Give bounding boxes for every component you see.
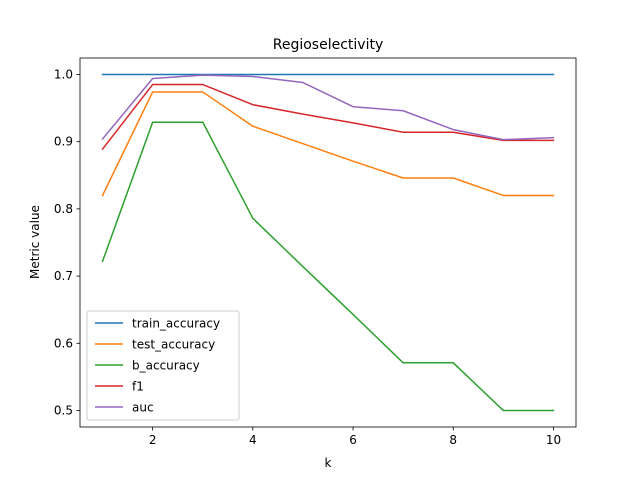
legend-box: [86, 310, 240, 421]
x-tick-label: 6: [349, 433, 357, 447]
legend-label-b-accuracy: b_accuracy: [132, 359, 200, 373]
legend-label-test-accuracy: test_accuracy: [132, 338, 215, 352]
y-tick-label: 1.0: [54, 67, 73, 81]
x-tick-label: 4: [249, 433, 257, 447]
x-tick-label: 8: [449, 433, 457, 447]
plot-frame: [79, 57, 577, 428]
x-axis-label: k: [325, 456, 332, 470]
y-axis-label: Metric value: [28, 205, 42, 279]
y-tick-label: 0.6: [54, 336, 73, 350]
y-tick-label: 0.8: [54, 202, 73, 216]
legend-label-auc: auc: [132, 401, 154, 415]
chart-title: Regioselectivity: [273, 37, 384, 53]
x-tick-label: 2: [149, 433, 157, 447]
plot-area: 2 4 6 8 10 0.5 0.6 0.7 0.8 0.9 1.0: [54, 57, 577, 447]
x-tick-label: 10: [546, 433, 561, 447]
series-line-b-accuracy: [101, 121, 555, 412]
legend: train_accuracy test_accuracy b_accuracy f1 a…: [86, 310, 240, 421]
y-tick-label: 0.7: [54, 269, 73, 283]
series-line-auc: [101, 74, 555, 141]
series-line-test-accuracy: [101, 91, 555, 197]
legend-label-train-accuracy: train_accuracy: [132, 317, 220, 331]
y-tick-label: 0.5: [54, 404, 73, 418]
series-line-f1: [101, 83, 555, 151]
legend-label-f1: f1: [132, 380, 144, 394]
y-tick-label: 0.9: [54, 135, 73, 149]
